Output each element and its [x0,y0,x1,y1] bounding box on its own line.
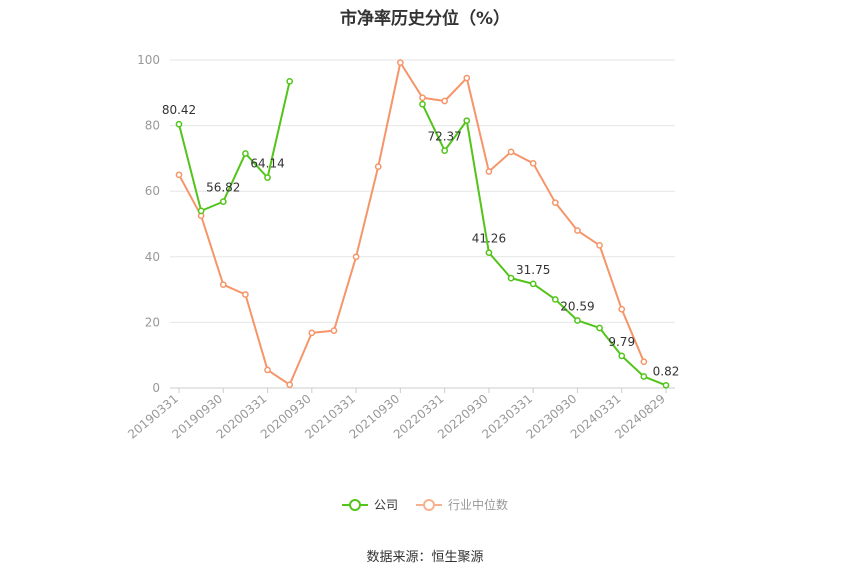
data-point [507,148,515,156]
y-tick-label: 60 [145,184,160,198]
data-point [175,171,183,179]
data-point [551,296,559,303]
legend-item-company[interactable]: 公司 [341,496,398,513]
series-layer [175,59,670,389]
data-label: 64.14 [250,157,284,171]
source-note: 数据来源：恒生聚源 [366,550,484,565]
data-point [662,381,670,389]
data-label: 0.82 [653,364,680,378]
data-point [330,327,338,334]
data-point [551,199,559,207]
legend: 公司 行业中位数 [0,496,850,513]
data-point [175,120,183,128]
y-tick-label: 80 [145,119,160,133]
data-label: 20.59 [560,299,594,313]
series-line [178,61,645,386]
chart-title: 市净率历史分位（%） [339,9,511,29]
data-point [596,241,603,249]
data-label: 56.82 [206,181,240,195]
data-point [596,324,603,332]
data-point [640,358,648,366]
data-labels: 80.42 56.82 64.14 72.37 41.26 31.75 20.59 9.79 0… [162,103,680,378]
data-point [219,198,227,205]
data-point [529,159,537,167]
data-label: 9.79 [608,335,635,349]
data-point [463,74,471,82]
data-point [441,147,448,154]
legend-company-marker-icon [341,498,368,511]
legend-industry-label: 行业中位数 [448,498,509,512]
data-point [352,253,360,261]
series-line [178,81,291,212]
data-point [419,94,426,102]
data-point [463,117,471,125]
y-tick-label: 20 [145,315,160,329]
data-point [507,274,515,282]
data-point [574,227,581,234]
y-tick-label: 40 [145,250,160,264]
series-company [175,77,670,389]
data-point [286,381,294,389]
data-point [618,305,626,313]
data-point [242,291,249,298]
data-point [529,280,537,288]
y-tick-label: 100 [137,53,160,67]
data-point [242,150,249,157]
data-label: 31.75 [516,263,550,277]
data-point [618,352,626,360]
legend-item-industry-median[interactable]: 行业中位数 [416,496,508,513]
data-point [441,97,448,105]
data-label: 41.26 [472,232,506,246]
data-point [574,317,581,324]
data-point [485,168,493,175]
data-point [197,207,205,215]
grid-lines [170,59,675,389]
y-tick-label: 0 [152,381,160,395]
data-point [264,366,271,374]
data-point [219,281,227,289]
data-point [397,59,404,66]
data-point [640,373,648,380]
legend-industry-marker-icon [416,498,442,511]
series-line [421,103,667,387]
data-point [264,174,271,181]
data-point [308,329,316,337]
data-label: 72.37 [427,130,461,144]
data-point [374,163,382,170]
data-point [286,77,294,85]
legend-company-label: 公司 [373,498,398,512]
series-industry-median [175,59,648,389]
axes: 0204060801002019033120190930202003312020… [125,53,668,442]
data-point [485,249,493,257]
data-point [419,100,426,108]
data-label: 80.42 [162,103,196,117]
